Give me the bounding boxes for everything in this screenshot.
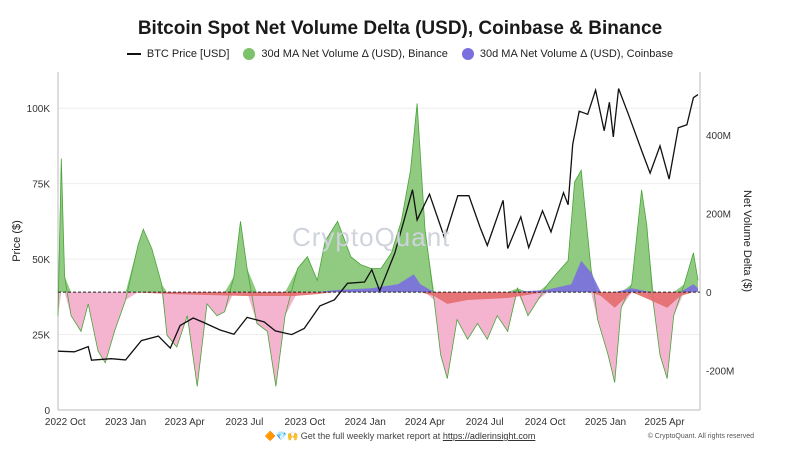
x-tick-label: 2023 Apr (165, 417, 206, 428)
legend-item-btc[interactable]: BTC Price [USD] (126, 48, 230, 60)
y-right-tick-label: 200M (706, 209, 731, 220)
y-right-tick-label: -200M (706, 367, 734, 378)
y-left-axis-title: Price ($) (11, 220, 23, 262)
x-tick-label: 2024 Oct (525, 417, 566, 428)
x-tick-label: 2024 Jan (345, 417, 386, 428)
legend-label-coinbase: 30d MA Net Volume Δ (USD), Coinbase (479, 48, 674, 60)
binance-negative-area (58, 292, 699, 387)
watermark: CryptoQuant (292, 222, 451, 252)
x-tick-label: 2024 Jul (466, 417, 504, 428)
legend-label-btc: BTC Price [USD] (146, 48, 230, 60)
footer-text: Get the full weekly market report at (300, 431, 441, 441)
y-right-tick-label: 400M (706, 131, 731, 142)
x-tick-label: 2025 Jan (585, 417, 626, 428)
legend-line-marker (126, 53, 141, 55)
footer-emoji: 🔶💎🙌 (264, 431, 299, 441)
x-tick-label: 2024 Apr (405, 417, 446, 428)
y-left-tick-label: 25K (32, 331, 50, 342)
y-left-tick-label: 75K (32, 180, 50, 191)
legend-item-binance[interactable]: 30d MA Net Volume Δ (USD), Binance (243, 48, 448, 60)
legend: BTC Price [USD] 30d MA Net Volume Δ (USD… (0, 48, 800, 60)
legend-item-coinbase[interactable]: 30d MA Net Volume Δ (USD), Coinbase (461, 48, 674, 60)
y-right-tick-label: 0 (706, 288, 712, 299)
y-left-tick-label: 100K (27, 104, 51, 115)
legend-dot-binance (243, 48, 256, 60)
legend-dot-coinbase (461, 48, 474, 60)
x-tick-label: 2023 Jan (105, 417, 146, 428)
legend-label-binance: 30d MA Net Volume Δ (USD), Binance (261, 48, 448, 60)
coinbase-positive-area (58, 260, 699, 293)
y-left-tick-label: 50K (32, 255, 50, 266)
x-tick-label: 2022 Oct (45, 417, 86, 428)
btc-price-line (57, 87, 699, 361)
binance-line (57, 103, 699, 387)
y-right-axis-title: Net Volume Delta ($) (741, 190, 753, 292)
copyright: © CryptoQuant. All rights reserved (647, 433, 754, 440)
y-left-tick-label: 0 (44, 406, 50, 417)
binance-positive-area (58, 103, 699, 293)
footer: 🔶💎🙌 Get the full weekly market report at… (0, 431, 800, 442)
footer-link[interactable]: https://adlerinsight.com (442, 431, 536, 441)
x-tick-label: 2023 Jul (226, 417, 264, 428)
chart-title: Bitcoin Spot Net Volume Delta (USD), Coi… (137, 18, 663, 39)
x-tick-label: 2025 Apr (645, 417, 686, 428)
x-tick-label: 2023 Oct (285, 417, 326, 428)
